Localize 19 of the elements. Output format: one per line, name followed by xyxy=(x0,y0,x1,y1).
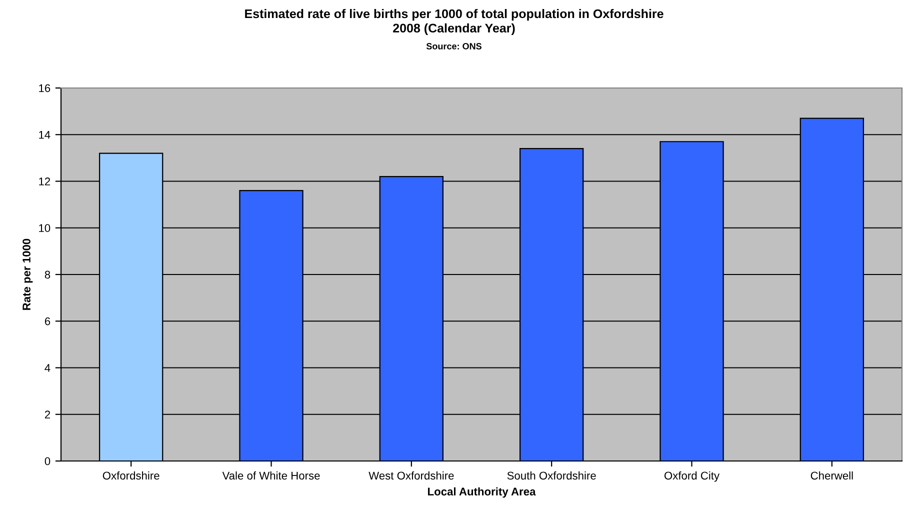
x-tick-label: South Oxfordshire xyxy=(507,471,596,480)
x-tick-label: Vale of White Horse xyxy=(222,471,320,480)
x-tick-label: Cherwell xyxy=(810,471,853,480)
y-tick-label: 6 xyxy=(44,317,50,326)
y-tick-label: 8 xyxy=(44,270,50,279)
chart-title: Estimated rate of live births per 1000 of total population in Oxfordshire 2008 (Calendar Year) xyxy=(245,8,664,36)
y-tick-label: 14 xyxy=(39,131,50,139)
y-tick-label: 10 xyxy=(39,224,50,232)
y-tick-label: 0 xyxy=(44,457,50,466)
y-tick-label: 16 xyxy=(39,84,50,92)
x-axis-title: Local Authority Area xyxy=(428,487,536,498)
y-tick-label: 2 xyxy=(44,410,50,418)
y-axis-title: Rate per 1000 xyxy=(22,238,33,310)
y-tick-label: 12 xyxy=(39,178,50,186)
x-tick-label: Oxfordshire xyxy=(102,471,160,480)
x-tick-label: West Oxfordshire xyxy=(368,471,454,480)
chart-subtitle: Source: ONS xyxy=(426,43,482,50)
x-tick-label: Oxford City xyxy=(664,471,720,482)
y-tick-label: 4 xyxy=(44,364,50,372)
